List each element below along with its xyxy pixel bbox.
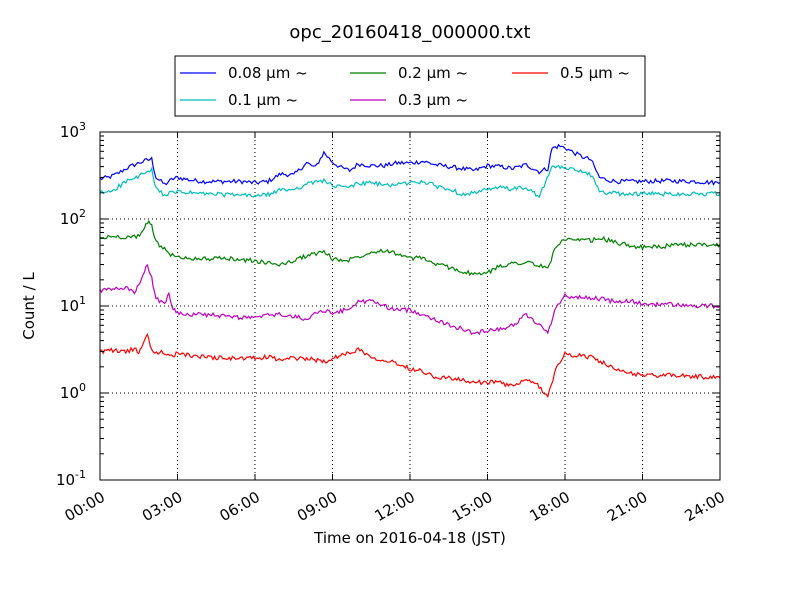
series-line bbox=[99, 143, 721, 186]
legend-label: 0.08 μm ~ bbox=[228, 64, 308, 82]
y-axis-label: Count / L bbox=[20, 272, 38, 340]
grid-lines bbox=[100, 132, 720, 480]
series-line bbox=[99, 263, 721, 336]
legend-label: 0.5 μm ~ bbox=[560, 64, 630, 82]
legend-label: 0.2 μm ~ bbox=[398, 64, 468, 82]
series-line bbox=[99, 332, 721, 399]
legend-box bbox=[174, 55, 646, 117]
chart-title: opc_20160418_000000.txt bbox=[289, 22, 530, 43]
legend-label: 0.1 μm ~ bbox=[228, 91, 298, 109]
legend-label: 0.3 μm ~ bbox=[398, 91, 468, 109]
series-line bbox=[99, 219, 721, 277]
legend: 0.08 μm ~ 0.1 μm ~ 0.2 μm ~ 0.3 μm ~ 0.5 μm … bbox=[174, 55, 646, 117]
x-axis-label: Time on 2016-04-18 (JST) bbox=[313, 529, 506, 547]
series-lines bbox=[99, 143, 721, 399]
series-line bbox=[99, 164, 721, 199]
